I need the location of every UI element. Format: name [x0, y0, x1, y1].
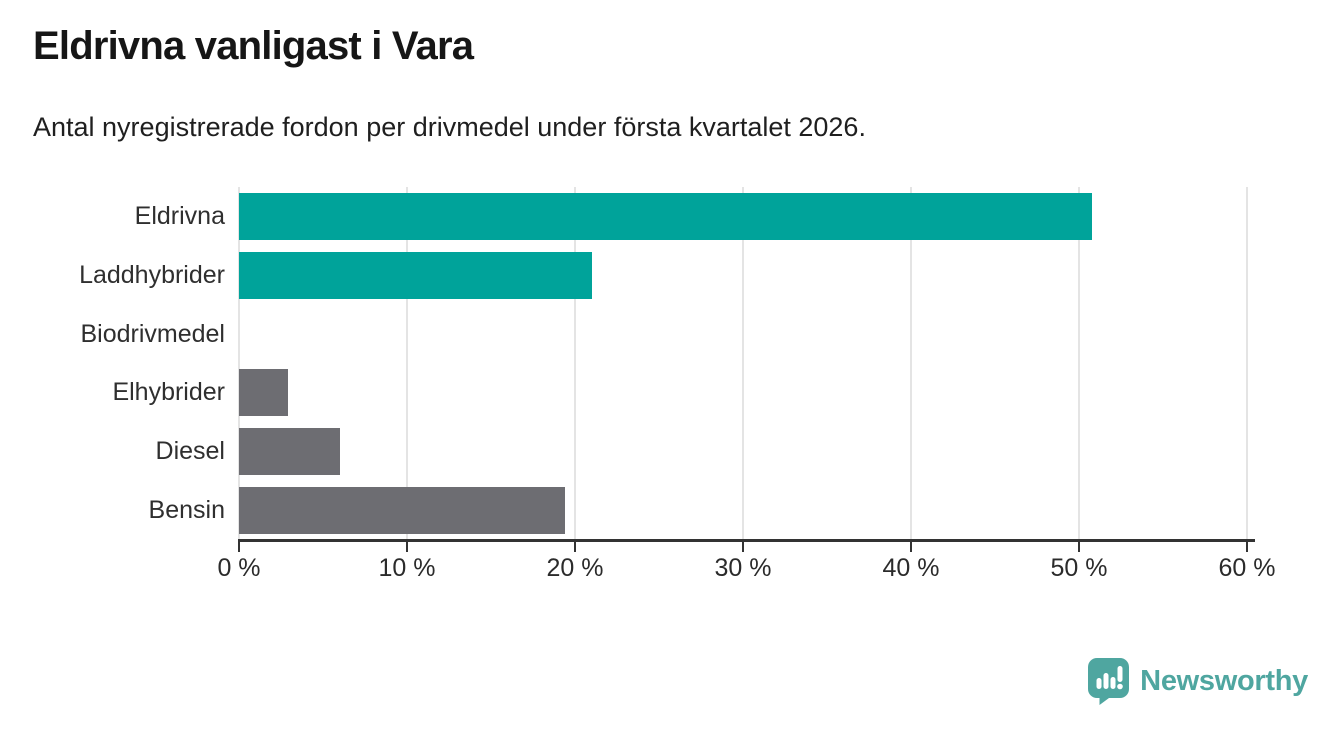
bar-row [239, 187, 1247, 246]
chart-subtitle: Antal nyregistrerade fordon per drivmede… [33, 112, 866, 142]
bar-row [239, 246, 1247, 305]
newsworthy-logo: Newsworthy [1088, 656, 1308, 706]
bar-laddhybrider [239, 251, 592, 299]
x-tick-label: 30 % [714, 554, 772, 582]
category-label: Diesel [155, 437, 225, 466]
x-tick [238, 542, 240, 552]
gridline [405, 187, 408, 540]
gridline [573, 187, 576, 540]
x-tick [405, 542, 408, 552]
bar-row [239, 422, 1247, 481]
gridline [238, 187, 240, 540]
bar-row [239, 305, 1247, 364]
x-tick [1078, 542, 1080, 552]
x-tick-label: 10 % [378, 554, 436, 582]
bar-row [239, 363, 1247, 422]
gridline [909, 187, 912, 540]
plot-area [238, 187, 1248, 540]
x-tick [909, 542, 912, 552]
x-tick-label: 20 % [546, 554, 604, 582]
bar-row [239, 481, 1247, 540]
x-axis-tick-labels: 0 % 10 % 20 % 30 % 40 % 50 % 60 % [217, 554, 1275, 586]
x-tick-label: 40 % [882, 554, 940, 582]
chart-title: Eldrivna vanligast i Vara [33, 24, 474, 68]
gridline [1078, 187, 1080, 540]
x-tick-label: 0 % [217, 554, 261, 582]
x-tick [1246, 542, 1248, 552]
x-tick-label: 60 % [1218, 554, 1276, 582]
x-axis-ticks [238, 542, 1248, 552]
x-tick-label: 50 % [1050, 554, 1108, 582]
category-label: Eldrivna [134, 201, 225, 230]
category-label: Elhybrider [112, 378, 225, 407]
category-label: Laddhybrider [79, 260, 225, 289]
bar-elhybrider [239, 369, 288, 417]
bar-eldrivna [239, 193, 1093, 240]
newsworthy-logo-icon [1088, 657, 1130, 705]
x-tick [742, 542, 744, 552]
brand-name: Newsworthy [1140, 664, 1308, 697]
gridline [1246, 187, 1248, 540]
bar-diesel [239, 428, 340, 476]
category-axis: Eldrivna Laddhybrider Biodrivmedel Elhybrid… [0, 187, 225, 540]
x-axis-line [238, 539, 1255, 542]
bar-bensin [239, 487, 565, 535]
category-label: Bensin [148, 496, 225, 525]
gridline [742, 187, 744, 540]
x-tick [573, 542, 576, 552]
category-label: Biodrivmedel [80, 319, 225, 348]
